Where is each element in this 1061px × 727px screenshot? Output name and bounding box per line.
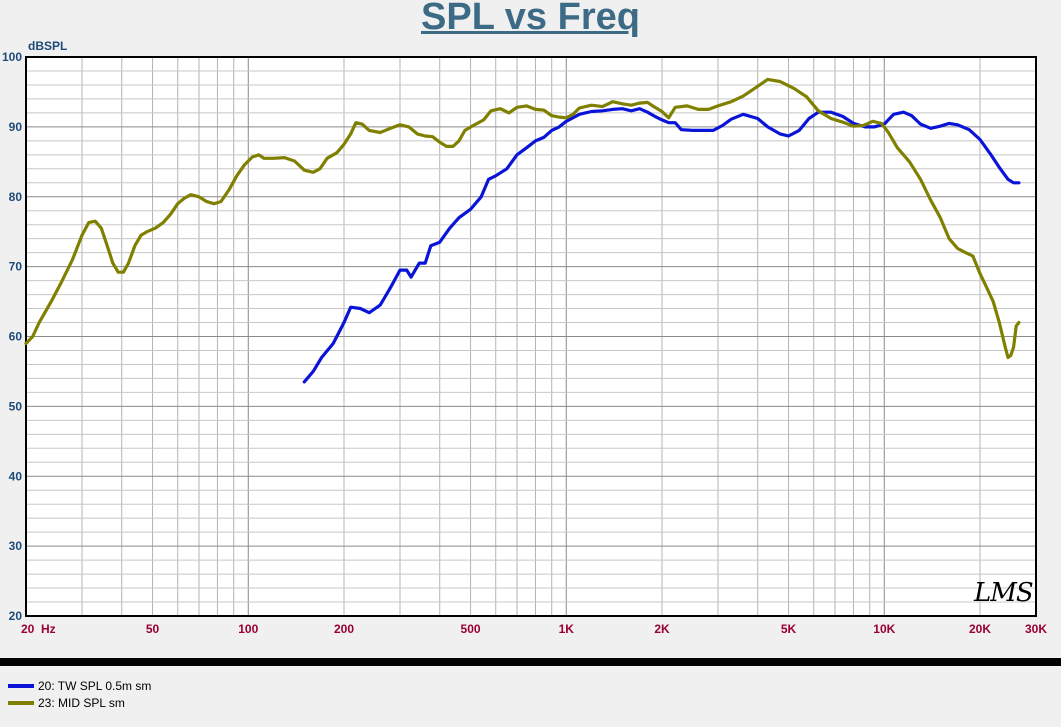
series-line-1 [302, 107, 1021, 384]
x-tick-label: 20 Hz [21, 622, 56, 636]
series-line-2 [24, 77, 1021, 360]
legend-swatch [8, 683, 34, 688]
legend-entry: 20: TW SPL 0.5m sm [8, 677, 151, 694]
y-tick-label: 50 [9, 399, 23, 413]
y-tick-label: 60 [9, 330, 23, 344]
y-tick-label: 90 [9, 120, 23, 134]
x-tick-label: 2K [654, 622, 670, 636]
x-tick-label: 20K [969, 622, 991, 636]
legend-entry: 23: MID SPL sm [8, 694, 151, 711]
y-tick-label: 80 [9, 190, 23, 204]
legend-swatch [8, 700, 34, 705]
x-tick-label: 50 [146, 622, 160, 636]
y-tick-label: 30 [9, 539, 23, 553]
y-axis-label: dBSPL [28, 39, 68, 53]
y-tick-label: 40 [9, 469, 23, 483]
y-tick-label: 70 [9, 260, 23, 274]
y-tick-label: 20 [9, 609, 23, 623]
legend-divider [0, 658, 1061, 666]
x-tick-label: 5K [781, 622, 797, 636]
lms-logo: LMS [974, 578, 1034, 608]
x-tick-label: 10K [873, 622, 895, 636]
y-tick-label: 100 [2, 50, 22, 64]
legend-label: 20: TW SPL 0.5m sm [38, 678, 152, 693]
x-tick-label: 30K [1025, 622, 1047, 636]
chart-title: SPL vs Freq [421, 0, 640, 38]
x-tick-label: 200 [334, 622, 354, 636]
plot-frame [25, 56, 1037, 617]
legend-label: 23: MID SPL sm [38, 695, 125, 710]
spl-frequency-chart: 20 30 40 50 60 70 80 90 100 20 Hz 50 100 200 500 1K 2K 5… [2, 50, 1047, 636]
x-tick-label: 1K [559, 622, 575, 636]
x-tick-label: 100 [238, 622, 258, 636]
x-tick-label: 500 [461, 622, 481, 636]
legend: 20: TW SPL 0.5m sm 23: MID SPL sm [8, 677, 151, 711]
